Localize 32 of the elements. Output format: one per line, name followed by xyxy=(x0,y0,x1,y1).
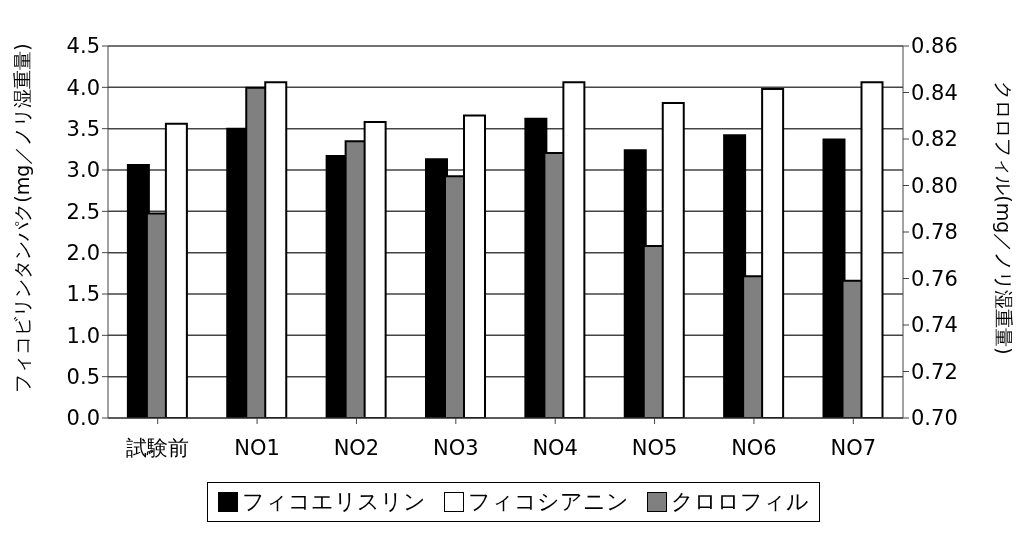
x-tick-label: NO5 xyxy=(631,435,678,460)
y2-tick-label: 0.86 xyxy=(911,34,958,59)
y-tick-label: 0.0 xyxy=(66,406,100,431)
legend-label: フィコエリスリン xyxy=(241,488,426,516)
x-tick-label: NO6 xyxy=(731,435,777,460)
y2-axis-title: クロロフィル(mg／ノリ湿重量) xyxy=(992,81,1016,355)
x-tick-label: NO1 xyxy=(234,435,280,460)
y-tick-label: 3.0 xyxy=(66,158,100,183)
y2-tick-label: 0.80 xyxy=(911,173,958,198)
y2-tick-label: 0.74 xyxy=(911,313,958,338)
legend-label: クロロフィル xyxy=(670,488,809,516)
y-tick-label: 4.5 xyxy=(66,34,100,59)
y2-tick-label: 0.72 xyxy=(911,359,958,384)
y-tick-label: 1.0 xyxy=(66,323,100,348)
y-tick-label: 0.5 xyxy=(66,365,100,390)
y-tick-label: 4.0 xyxy=(66,75,100,100)
legend-label: フィコシアニン xyxy=(467,488,629,516)
x-tick-label: NO2 xyxy=(333,435,380,460)
y2-tick-label: 0.70 xyxy=(911,406,958,431)
y-tick-label: 1.5 xyxy=(66,282,100,307)
y2-tick-label: 0.84 xyxy=(911,80,958,105)
x-tick-label: NO3 xyxy=(433,435,479,460)
y2-tick-label: 0.82 xyxy=(911,127,958,152)
x-tick-label: NO7 xyxy=(830,435,877,460)
y-tick-label: 2.0 xyxy=(66,241,100,266)
y2-tick-label: 0.76 xyxy=(911,266,958,291)
x-tick-label: 試験前 xyxy=(126,435,190,460)
x-tick-label: NO4 xyxy=(532,435,578,460)
y-tick-label: 2.5 xyxy=(66,199,100,224)
y2-tick-label: 0.78 xyxy=(911,220,958,245)
y-axis-title: フィコビリンタンパク(mg／ノリ湿重量) xyxy=(10,43,34,393)
y-tick-label: 3.5 xyxy=(66,117,100,142)
